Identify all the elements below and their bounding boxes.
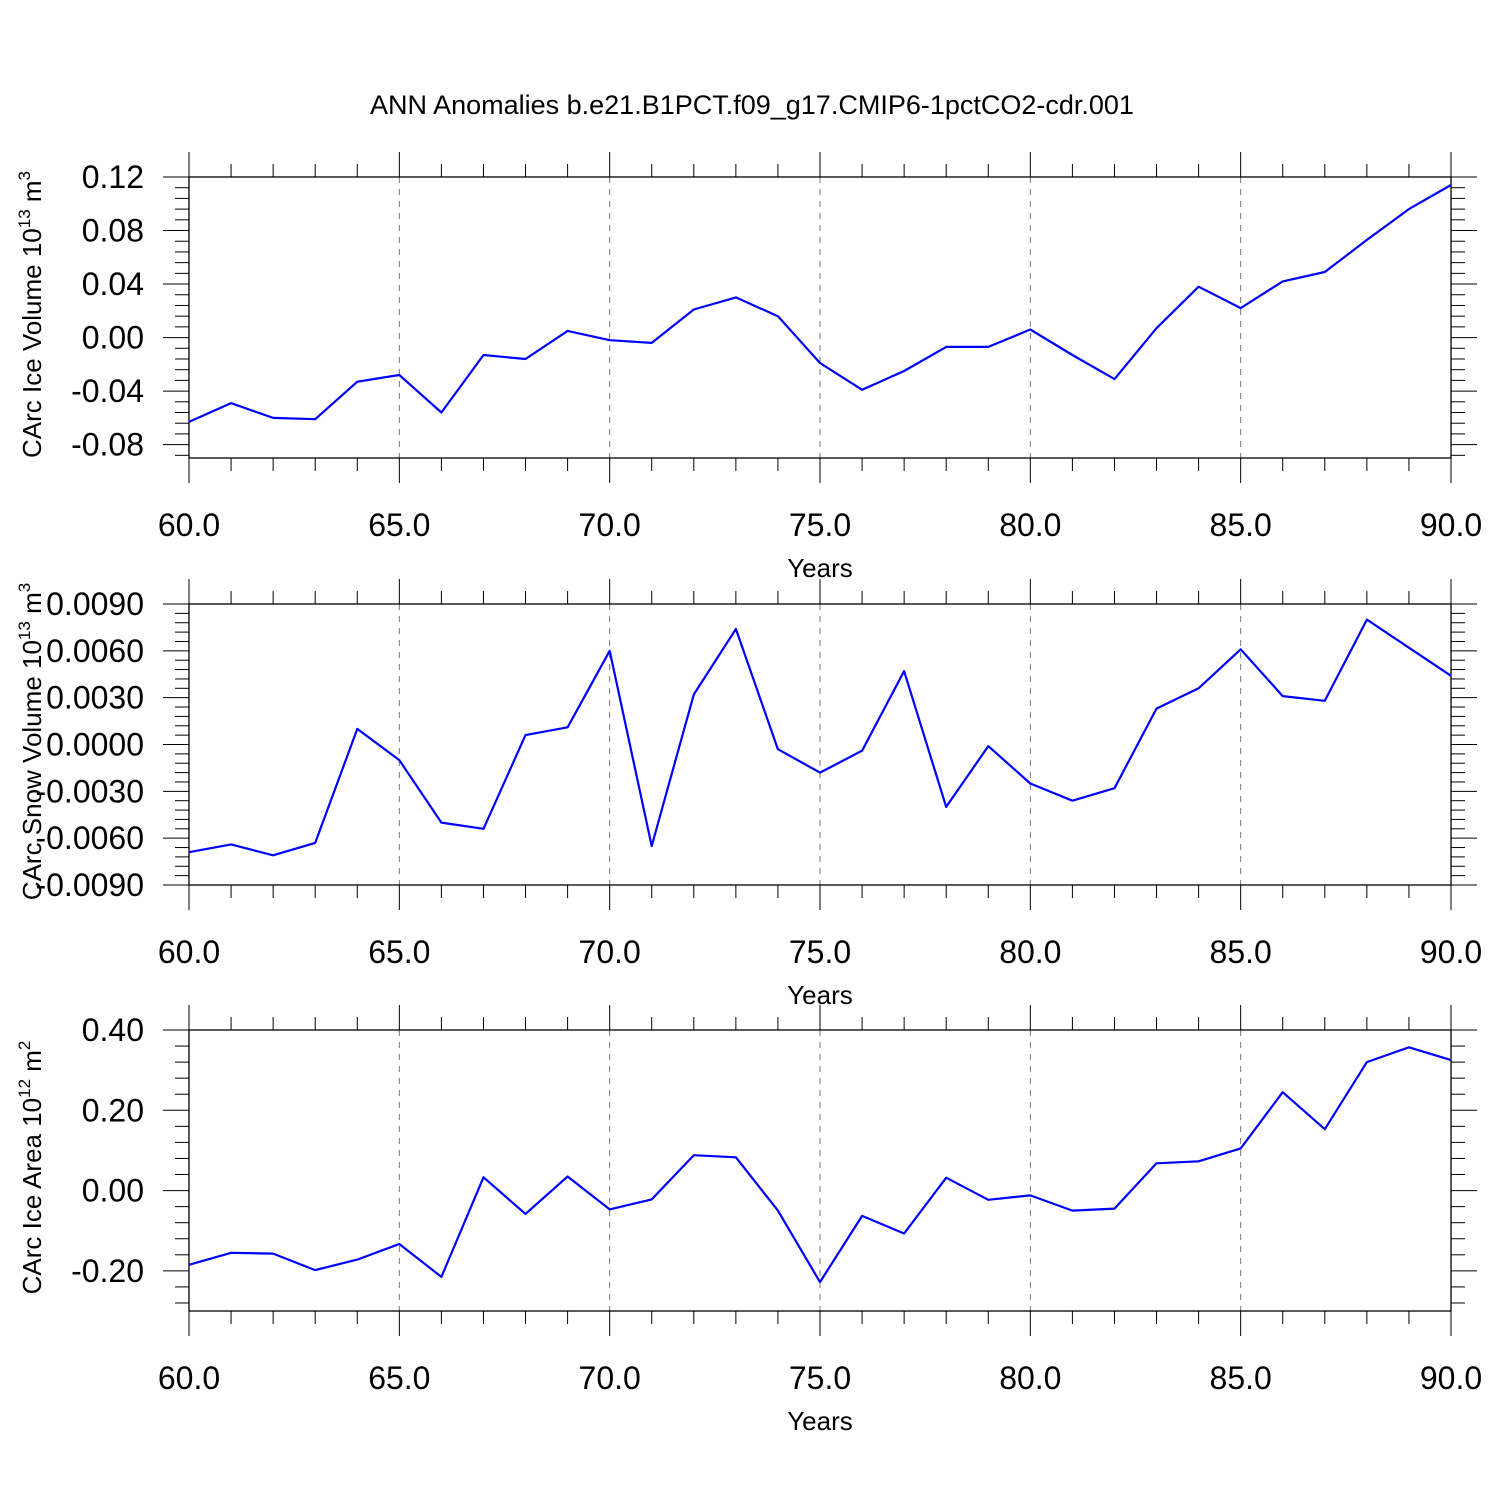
y-tick-label: 0.0000 xyxy=(46,727,144,763)
y-tick-label: 0.0030 xyxy=(46,680,144,716)
x-tick-label: 70.0 xyxy=(579,934,641,970)
y-tick-label: 0.00 xyxy=(82,1173,144,1209)
y-axis-label: CArc Ice Area 1012 m2 xyxy=(15,1041,47,1295)
y-tick-label: -0.0060 xyxy=(35,820,144,856)
y-tick-label: -0.0030 xyxy=(35,773,144,809)
y-tick-label: -0.08 xyxy=(71,427,144,463)
series-line xyxy=(188,184,1452,423)
y-tick-label: 0.12 xyxy=(82,159,144,195)
chart-title: ANN Anomalies b.e21.B1PCT.f09_g17.CMIP6-… xyxy=(370,90,1134,120)
x-tick-label: 75.0 xyxy=(789,507,851,543)
x-tick-label: 90.0 xyxy=(1420,1360,1482,1396)
x-tick-label: 70.0 xyxy=(579,1360,641,1396)
panel-2: -0.0090 -0.0060 -0.0030 0.0000 0.0030 0.0060 0… xyxy=(15,579,1482,1010)
y-tick-label: 0.00 xyxy=(82,320,144,356)
x-tick-label: 90.0 xyxy=(1420,934,1482,970)
x-axis-label: Years xyxy=(787,1406,853,1436)
y-tick-label: -0.04 xyxy=(71,373,144,409)
x-tick-label: 65.0 xyxy=(368,934,430,970)
x-tick-label: 80.0 xyxy=(999,1360,1061,1396)
plot-frame xyxy=(188,1029,1452,1312)
series-line xyxy=(188,618,1452,857)
x-tick-label: 85.0 xyxy=(1210,934,1272,970)
x-axis-label: Years xyxy=(787,553,853,583)
series-line xyxy=(188,1046,1452,1284)
panel-3: -0.20 0.00 0.20 0.40 60.0 65.0 70.0 75.0 80.0 85.… xyxy=(15,1005,1482,1436)
panels-container: -0.08 -0.04 0.00 0.04 0.08 0.12 60.0 65.0 70.0 75… xyxy=(15,152,1482,1436)
x-tick-label: 60.0 xyxy=(158,934,220,970)
y-tick-label: 0.40 xyxy=(82,1012,144,1048)
x-tick-label: 60.0 xyxy=(158,507,220,543)
y-tick-label: 0.04 xyxy=(82,266,144,302)
x-tick-label: 90.0 xyxy=(1420,507,1482,543)
x-tick-label: 65.0 xyxy=(368,507,430,543)
x-tick-label: 60.0 xyxy=(158,1360,220,1396)
y-tick-label: 0.0090 xyxy=(46,586,144,622)
y-tick-label: -0.0090 xyxy=(35,867,144,903)
x-tick-label: 70.0 xyxy=(579,507,641,543)
x-tick-label: 85.0 xyxy=(1210,1360,1272,1396)
x-tick-label: 75.0 xyxy=(789,1360,851,1396)
y-tick-label: 0.20 xyxy=(82,1092,144,1128)
y-axis-label: CArc Ice Volume 1013 m3 xyxy=(15,171,47,458)
x-tick-label: 80.0 xyxy=(999,934,1061,970)
x-tick-label: 80.0 xyxy=(999,507,1061,543)
plot-frame xyxy=(188,176,1452,459)
panel-1: -0.08 -0.04 0.00 0.04 0.08 0.12 60.0 65.0 70.0 75… xyxy=(15,152,1482,583)
y-tick-label: 0.08 xyxy=(82,213,144,249)
x-tick-label: 75.0 xyxy=(789,934,851,970)
x-tick-label: 85.0 xyxy=(1210,507,1272,543)
x-tick-label: 65.0 xyxy=(368,1360,430,1396)
y-tick-label: -0.20 xyxy=(71,1253,144,1289)
y-tick-label: 0.0060 xyxy=(46,633,144,669)
y-axis-label: CArc Snow Volume 1013 m3 xyxy=(15,583,47,900)
